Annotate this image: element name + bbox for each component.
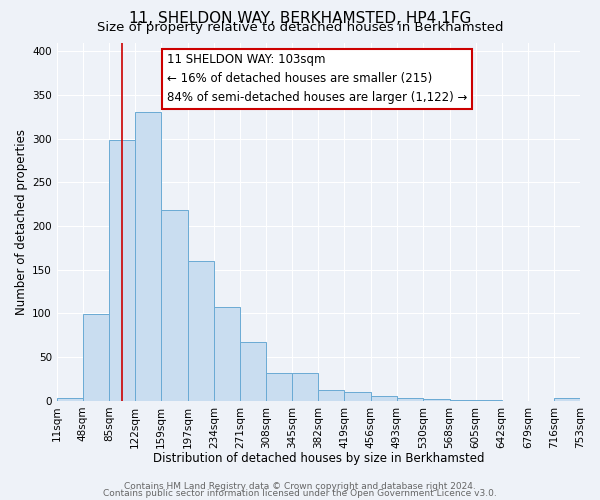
Bar (83, 314, 109, 401)
Bar (188, 261, 214, 401)
X-axis label: Distribution of detached houses by size in Berkhamsted: Distribution of detached houses by size … (152, 452, 484, 465)
Bar (449, 400, 476, 401)
Text: 11, SHELDON WAY, BERKHAMSTED, HP4 1FG: 11, SHELDON WAY, BERKHAMSTED, HP4 1FG (129, 11, 471, 26)
Text: Contains public sector information licensed under the Open Government Licence v3: Contains public sector information licen… (103, 488, 497, 498)
Bar (397, 398, 423, 401)
Bar (423, 399, 449, 401)
Bar (292, 373, 319, 401)
Text: 11 SHELDON WAY: 103sqm
← 16% of detached houses are smaller (215)
84% of semi-de: 11 SHELDON WAY: 103sqm ← 16% of detached… (167, 54, 467, 104)
Text: Size of property relative to detached houses in Berkhamsted: Size of property relative to detached ho… (97, 21, 503, 34)
Bar (135, 112, 161, 401)
Bar (161, 210, 188, 401)
Bar (371, 396, 397, 401)
Bar (266, 373, 292, 401)
Bar (109, 140, 135, 401)
Bar (344, 392, 371, 401)
Bar (240, 342, 266, 401)
Bar (554, 398, 580, 401)
Bar (57, 398, 83, 401)
Y-axis label: Number of detached properties: Number of detached properties (15, 128, 28, 314)
Bar (214, 308, 240, 401)
Bar (319, 390, 344, 401)
Bar (476, 400, 502, 401)
Text: Contains HM Land Registry data © Crown copyright and database right 2024.: Contains HM Land Registry data © Crown c… (124, 482, 476, 491)
